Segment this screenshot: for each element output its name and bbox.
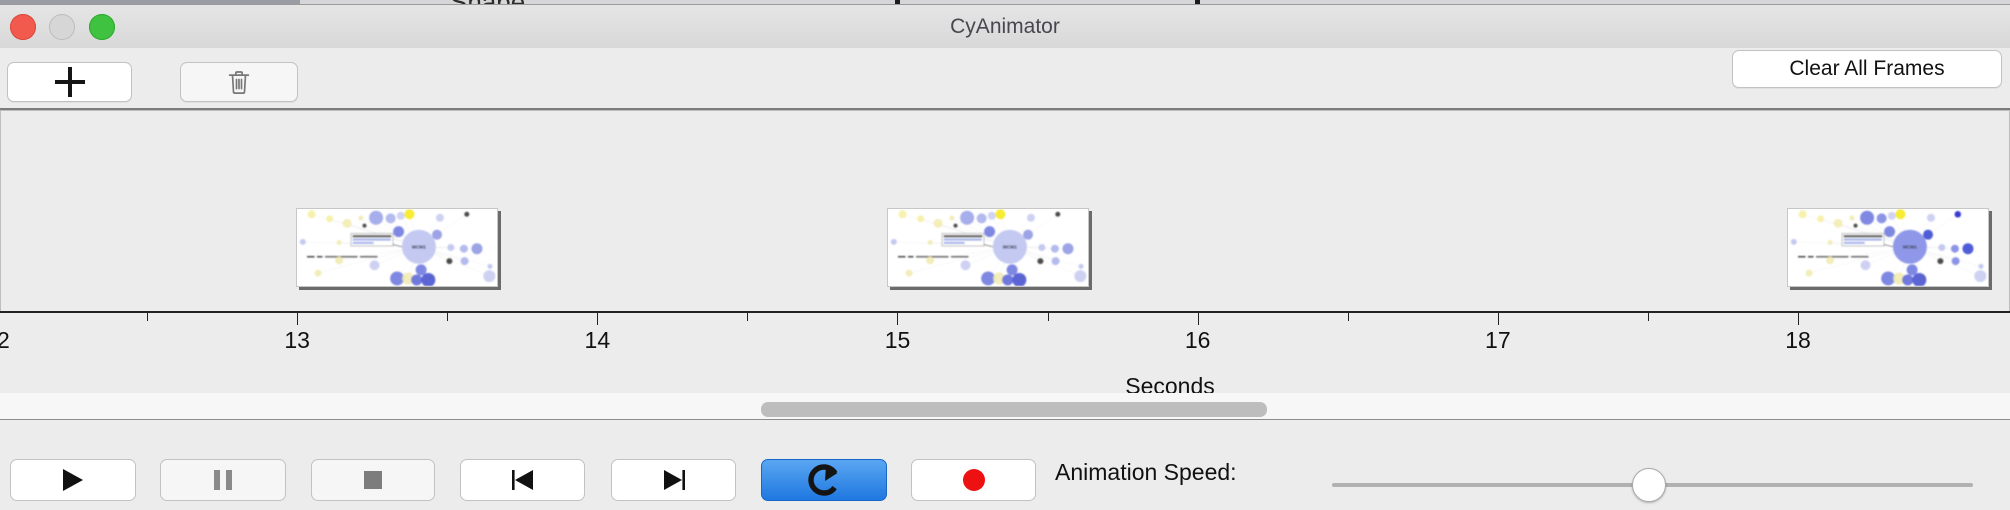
svg-text:MCM1: MCM1	[412, 244, 426, 250]
svg-text:MCM1: MCM1	[1003, 244, 1017, 250]
svg-text:MCM1: MCM1	[1903, 244, 1917, 250]
